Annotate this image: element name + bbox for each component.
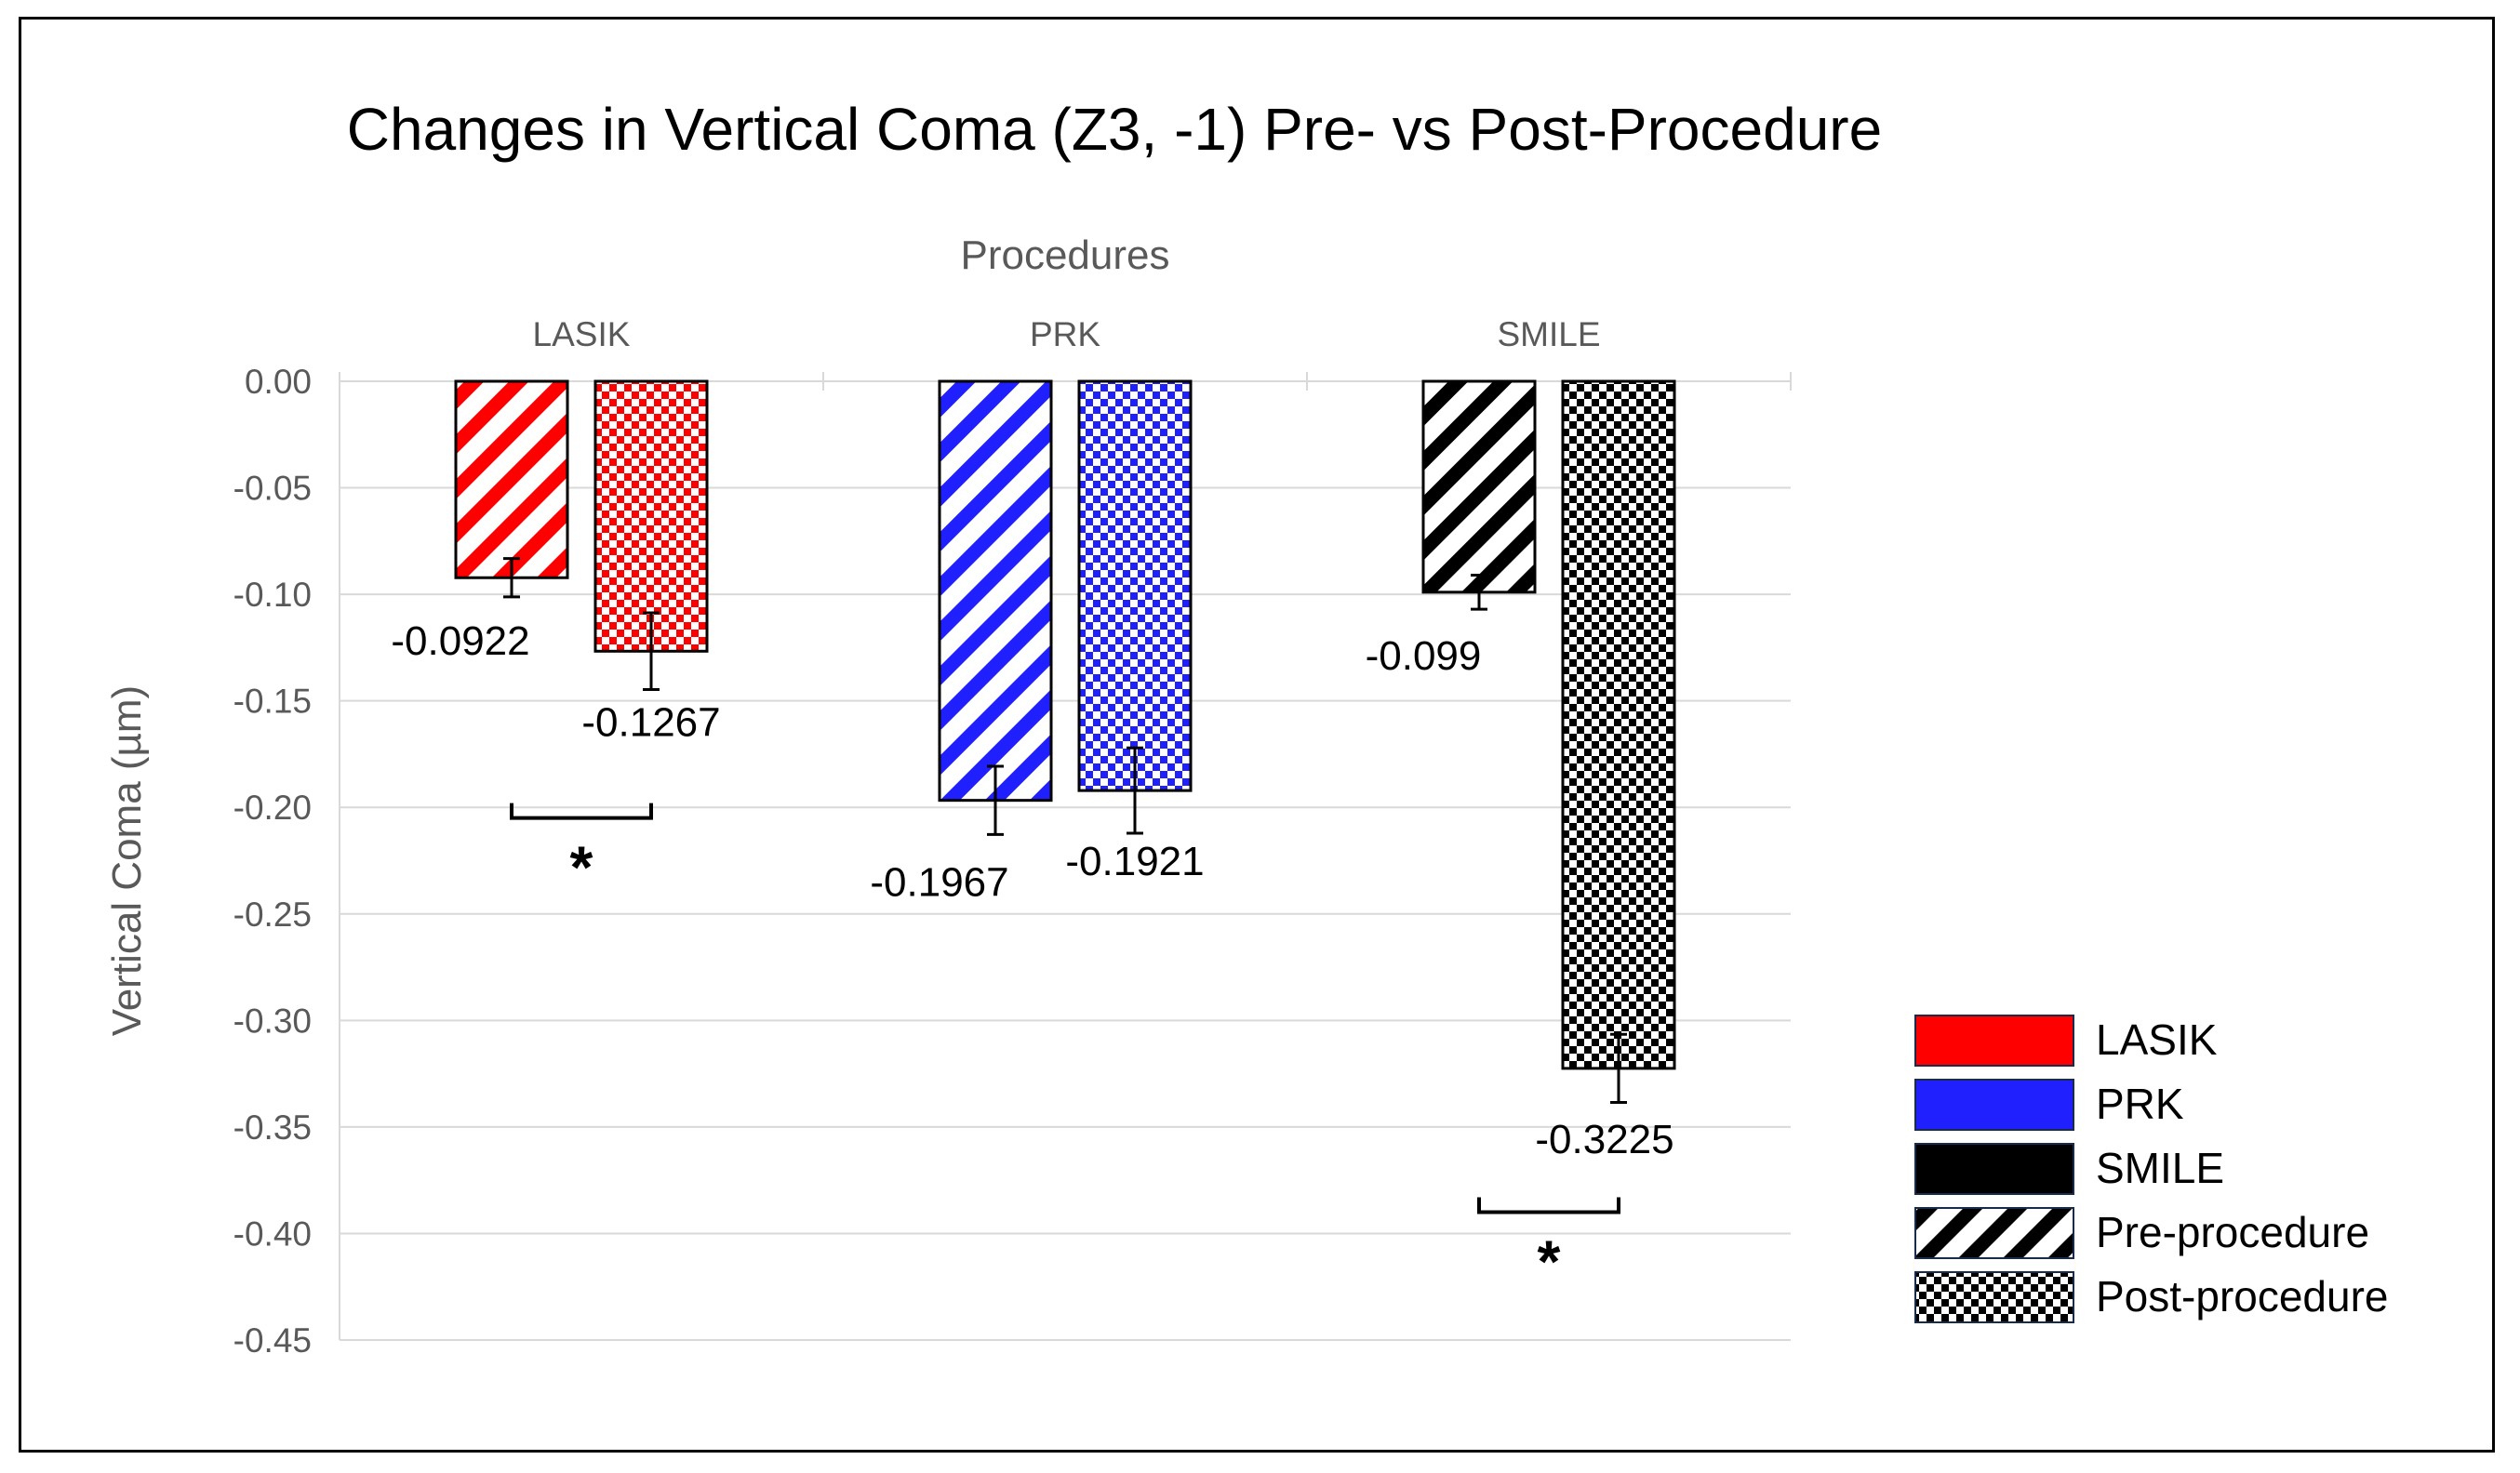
- y-tick-label: -0.30: [233, 1002, 312, 1040]
- y-tick-label: -0.45: [233, 1321, 312, 1360]
- y-tick-label: 0.00: [245, 363, 312, 401]
- data-label: -0.1967: [870, 860, 1008, 906]
- data-label: -0.1267: [581, 699, 720, 745]
- legend-label-post-procedure: Post-procedure: [2096, 1272, 2389, 1320]
- x-axis-title: Procedures: [960, 232, 1169, 278]
- legend-swatch-prk: [1914, 1079, 2074, 1131]
- legend-label-prk: PRK: [2096, 1080, 2184, 1128]
- bar-smile-pre: [1421, 379, 1537, 594]
- bar-lasik-post: [593, 379, 709, 653]
- legend-label-lasik: LASIK: [2096, 1015, 2218, 1064]
- significance-marker: *: [1538, 1228, 1561, 1295]
- legend-swatch-post-procedure: [1914, 1271, 2074, 1323]
- category-label-smile: SMILE: [1497, 315, 1600, 353]
- legend-swatch-lasik: [1914, 1015, 2074, 1067]
- y-tick-label: -0.05: [233, 470, 312, 508]
- y-tick-label: -0.35: [233, 1108, 312, 1147]
- chart-svg: Changes in Vertical Coma (Z3, -1) Pre- v…: [104, 96, 2389, 1360]
- bar-smile-post: [1561, 379, 1676, 1070]
- significance-bracket: [1477, 1197, 1620, 1214]
- legend-swatch-smile: [1914, 1143, 2074, 1195]
- y-tick-label: -0.15: [233, 683, 312, 721]
- chart-title: Changes in Vertical Coma (Z3, -1) Pre- v…: [347, 96, 1882, 163]
- data-label: -0.099: [1366, 633, 1482, 679]
- y-tick-label: -0.25: [233, 896, 312, 934]
- y-tick-label: -0.40: [233, 1214, 312, 1253]
- y-tick-label: -0.10: [233, 576, 312, 614]
- bar-prk-post: [1077, 379, 1193, 792]
- category-label-prk: PRK: [1030, 315, 1100, 353]
- data-label: -0.3225: [1535, 1117, 1673, 1162]
- data-label: -0.0922: [391, 618, 529, 664]
- category-label-lasik: LASIK: [533, 315, 631, 353]
- legend-label-pre-procedure: Pre-procedure: [2096, 1208, 2369, 1256]
- data-label: -0.1921: [1065, 839, 1204, 884]
- legend-label-smile: SMILE: [2096, 1144, 2224, 1192]
- bar-lasik-pre: [454, 379, 569, 579]
- legend-swatch-pre-procedure: [1914, 1207, 2074, 1259]
- significance-bracket: [510, 803, 653, 820]
- chart-frame: Changes in Vertical Coma (Z3, -1) Pre- v…: [19, 17, 2495, 1453]
- y-tick-label: -0.20: [233, 789, 312, 827]
- significance-marker: *: [570, 834, 593, 901]
- y-axis-title: Vertical Coma (µm): [104, 685, 150, 1036]
- bar-prk-pre: [938, 379, 1053, 803]
